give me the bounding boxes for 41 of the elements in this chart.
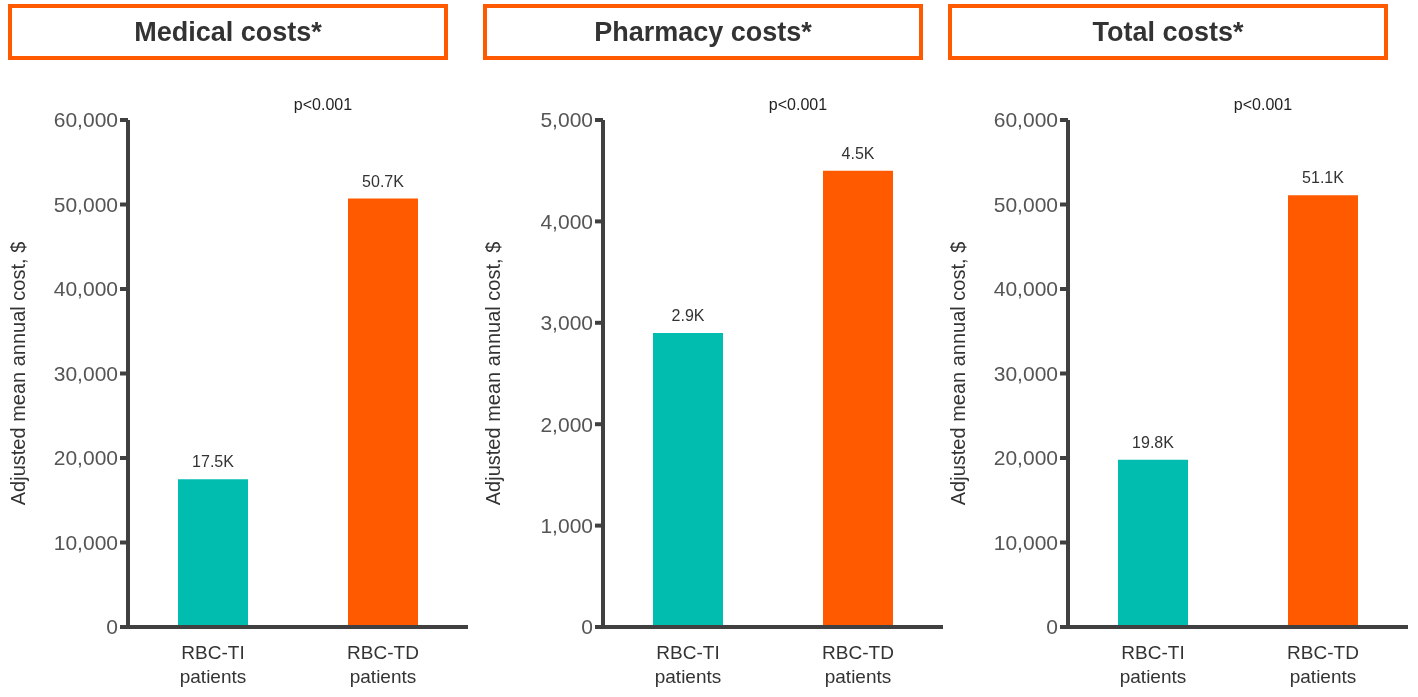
- y-tick-label: 20,000: [53, 446, 118, 470]
- text: p<0.001: [1232, 96, 1294, 114]
- y-axis-title: Adjusted mean annual cost, $: [947, 241, 970, 506]
- chart-title: Medical costs*: [8, 4, 448, 60]
- data-label: 51.1K: [1302, 169, 1345, 187]
- y-tick-label: 1,000: [540, 514, 593, 538]
- y-tick-label: 20,000: [993, 446, 1058, 470]
- y-tick-label: 10,000: [53, 530, 118, 554]
- data-label: 4.5K: [841, 144, 875, 162]
- text: p<0.001: [292, 96, 354, 114]
- y-tick-label: 10,000: [993, 530, 1058, 554]
- data-label: 50.7K: [362, 172, 405, 190]
- x-tick-label: RBC-TD patients: [822, 642, 894, 687]
- y-tick-label: 0: [1046, 615, 1058, 639]
- text: p<0.001: [767, 96, 829, 114]
- y-tick-label: 2,000: [540, 412, 593, 436]
- y-tick-label: 40,000: [993, 277, 1058, 301]
- y-tick-label: 30,000: [53, 361, 118, 385]
- y-tick-label: 60,000: [53, 108, 118, 132]
- y-axis-title: Adjusted mean annual cost, $: [7, 241, 30, 506]
- y-tick-label: 40,000: [53, 277, 118, 301]
- x-tick-label: RBC-TI patients: [179, 642, 247, 687]
- data-label: 2.9K: [671, 306, 705, 324]
- chart-title: Total costs*: [948, 4, 1388, 60]
- y-tick-label: 60,000: [993, 108, 1058, 132]
- y-axis-title: Adjusted mean annual cost, $: [482, 241, 505, 506]
- y-tick-label: 0: [106, 615, 118, 639]
- data-label: 19.8K: [1132, 433, 1175, 451]
- y-tick-label: 50,000: [993, 192, 1058, 216]
- data-label: 17.5K: [192, 453, 235, 471]
- x-tick-label: RBC-TD patients: [1287, 642, 1359, 687]
- y-tick-label: 50,000: [53, 192, 118, 216]
- x-tick-label: RBC-TI patients: [1119, 642, 1187, 687]
- x-tick-label: RBC-TD patients: [347, 642, 419, 687]
- y-tick-label: 5,000: [540, 108, 593, 132]
- chart-title: Pharmacy costs*: [483, 4, 923, 60]
- x-tick-label: RBC-TI patients: [654, 642, 722, 687]
- y-tick-label: 30,000: [993, 361, 1058, 385]
- y-tick-label: 4,000: [540, 209, 593, 233]
- y-tick-label: 3,000: [540, 311, 593, 335]
- y-tick-label: 0: [581, 615, 593, 639]
